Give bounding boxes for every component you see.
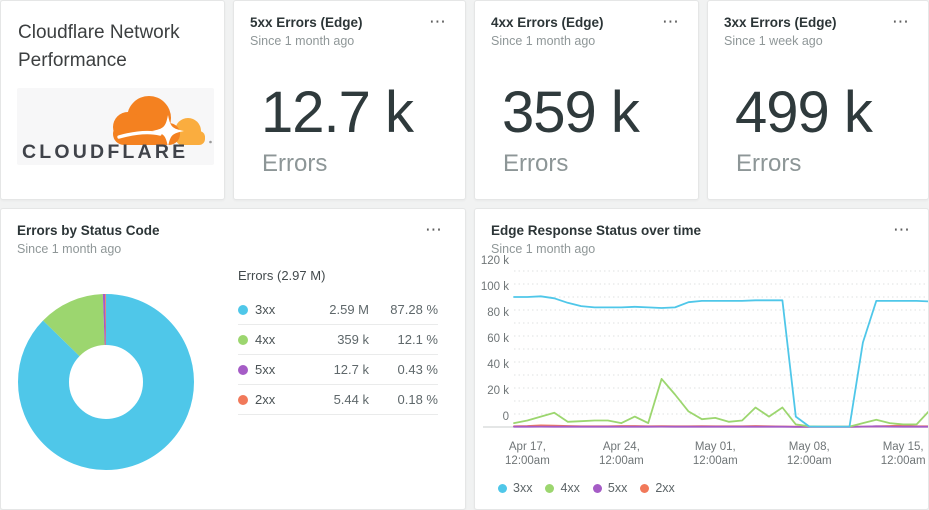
svg-text:Apr 24,12:00am: Apr 24, 12:00am: [599, 441, 644, 467]
cloudflare-wordmark: CLOUDFLARE: [22, 141, 188, 163]
svg-text:80 k: 80 k: [487, 307, 509, 319]
svg-text:Apr 17,12:00am: Apr 17, 12:00am: [505, 441, 550, 467]
legend-item-5xx[interactable]: 5xx: [592, 481, 628, 495]
svg-text:0: 0: [503, 411, 509, 423]
logo-sparkle-icon: [151, 114, 184, 147]
row-label: 4xx: [255, 332, 276, 347]
row-percent: 0.43 %: [397, 362, 438, 377]
status-2xx-dot-icon: [640, 483, 650, 493]
row-value: 359 k: [337, 332, 369, 347]
billboard-5xx-value: 12.7 k: [261, 80, 414, 145]
logo-swoosh: [116, 130, 162, 139]
legend-label: 2xx: [655, 481, 675, 495]
ellipsis-menu-icon[interactable]: ⋯: [662, 12, 680, 31]
svg-text:120 k: 120 k: [481, 255, 509, 267]
svg-text:20 k: 20 k: [487, 385, 509, 397]
row-value: 12.7 k: [333, 362, 369, 377]
row-label: 5xx: [255, 362, 276, 377]
donut-chart[interactable]: [11, 287, 201, 477]
status-3xx-dot-icon: [238, 304, 248, 315]
ellipsis-menu-icon[interactable]: ⋯: [893, 220, 911, 239]
legend-item-3xx[interactable]: 3xx: [498, 481, 532, 495]
trademark-mark: [208, 140, 212, 143]
donut-legend-table: Errors (2.97 M) 3xx 2.59 M 87.28 % 4xx 3…: [238, 267, 438, 415]
ellipsis-menu-icon[interactable]: ⋯: [892, 12, 910, 31]
status-5xx-dot-icon: [592, 483, 602, 493]
line-card-title: Edge Response Status over time: [491, 223, 702, 238]
billboard-5xx-unit: Errors: [262, 150, 328, 178]
legend-label: 3xx: [513, 481, 533, 495]
svg-text:May 15,12:00am: May 15, 12:00am: [881, 441, 926, 467]
billboard-3xx-header: 3xx Errors (Edge) Since 1 week ago: [708, 1, 928, 49]
ellipsis-menu-icon[interactable]: ⋯: [425, 220, 443, 239]
donut-card-subtitle: Since 1 month ago: [17, 242, 122, 256]
status-2xx-dot-icon: [238, 394, 248, 405]
legend-item-4xx[interactable]: 4xx: [545, 481, 580, 495]
billboard-4xx-title: 4xx Errors (Edge): [491, 15, 604, 30]
row-percent: 0.18 %: [397, 392, 438, 407]
billboard-4xx-header: 4xx Errors (Edge) Since 1 month ago: [475, 1, 698, 49]
page-title-line1: Cloudflare Network: [18, 22, 180, 43]
svg-text:60 k: 60 k: [487, 333, 509, 345]
billboard-3xx-unit: Errors: [736, 150, 802, 178]
status-4xx-dot-icon: [545, 483, 555, 493]
svg-text:40 k: 40 k: [487, 359, 509, 371]
svg-text:May 01,12:00am: May 01, 12:00am: [693, 441, 738, 467]
status-5xx-dot-icon: [238, 364, 248, 375]
cloudflare-logo: CLOUDFLARE: [17, 88, 214, 165]
billboard-3xx-errors: 3xx Errors (Edge) Since 1 week ago ⋯ 499…: [707, 0, 929, 200]
legend-label: 4xx: [560, 481, 580, 495]
svg-text:May 08,12:00am: May 08, 12:00am: [787, 441, 832, 467]
row-percent: 12.1 %: [397, 332, 438, 347]
billboard-4xx-unit: Errors: [503, 150, 569, 178]
row-label: 3xx: [255, 302, 276, 317]
page-title-line2: Performance: [18, 50, 127, 71]
line-chart-legend: 3xx 4xx 5xx 2xx: [498, 481, 675, 495]
billboard-4xx-errors: 4xx Errors (Edge) Since 1 month ago ⋯ 35…: [474, 0, 699, 200]
billboard-5xx-title: 5xx Errors (Edge): [250, 15, 363, 30]
row-value: 5.44 k: [333, 392, 369, 407]
billboard-5xx-subtitle: Since 1 month ago: [250, 34, 355, 48]
table-row-5xx[interactable]: 5xx 12.7 k 0.43 %: [238, 355, 438, 385]
table-row-4xx[interactable]: 4xx 359 k 12.1 %: [238, 325, 438, 355]
line-card-header: Edge Response Status over time Since 1 m…: [475, 209, 928, 257]
page-title: Cloudflare Network Performance: [1, 1, 224, 75]
donut-table-header: Errors (2.97 M): [238, 268, 326, 283]
row-value: 2.59 M: [329, 302, 369, 317]
ellipsis-menu-icon[interactable]: ⋯: [429, 12, 447, 31]
legend-label: 5xx: [607, 481, 628, 495]
billboard-3xx-subtitle: Since 1 week ago: [724, 34, 823, 48]
status-4xx-dot-icon: [238, 334, 248, 345]
billboard-5xx-header: 5xx Errors (Edge) Since 1 month ago: [234, 1, 465, 49]
billboard-4xx-value: 359 k: [502, 80, 640, 145]
title-card: Cloudflare Network Performance CLOUDFLAR…: [0, 0, 225, 200]
billboard-4xx-subtitle: Since 1 month ago: [491, 34, 596, 48]
donut-card-header: Errors by Status Code Since 1 month ago: [1, 209, 465, 257]
donut-card-title: Errors by Status Code: [17, 223, 160, 238]
line-chart[interactable]: 0 20 k 40 k 60 k 80 k 100 k 120 k Apr 17, 12:00a…: [475, 209, 929, 510]
legend-item-2xx[interactable]: 2xx: [640, 481, 675, 495]
status-3xx-dot-icon: [498, 483, 507, 493]
row-percent: 87.28 %: [390, 302, 438, 317]
cloudflare-logo-image: CLOUDFLARE: [22, 95, 212, 163]
line-card-subtitle: Since 1 month ago: [491, 242, 596, 256]
billboard-3xx-title: 3xx Errors (Edge): [724, 15, 837, 30]
billboard-3xx-value: 499 k: [735, 80, 873, 145]
row-label: 2xx: [255, 392, 276, 407]
table-row-3xx[interactable]: 3xx 2.59 M 87.28 %: [238, 295, 438, 325]
billboard-5xx-errors: 5xx Errors (Edge) Since 1 month ago ⋯ 12…: [233, 0, 466, 200]
edge-response-status-card: 0 20 k 40 k 60 k 80 k 100 k 120 k Apr 17, 12:00a…: [474, 208, 929, 510]
table-row-2xx[interactable]: 2xx 5.44 k 0.18 %: [238, 385, 438, 415]
svg-text:100 k: 100 k: [481, 281, 509, 293]
errors-by-status-code-card: Errors by Status Code Since 1 month ago …: [0, 208, 466, 510]
